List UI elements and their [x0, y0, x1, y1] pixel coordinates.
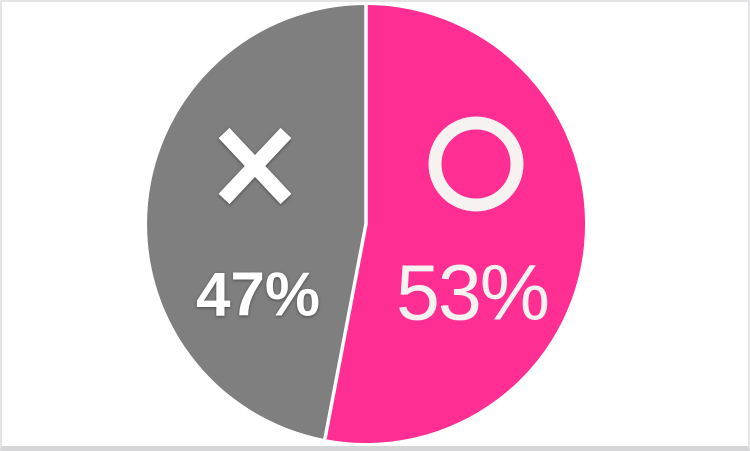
- circle-icon: [428, 116, 524, 212]
- pie-slice-cross-47: [147, 5, 366, 440]
- cross-percent-label: 47%: [196, 261, 320, 330]
- slice-divider-line: [323, 5, 368, 440]
- circle-percent-label: 53%: [396, 248, 548, 337]
- cross-icon-stroke-2: [218, 127, 292, 205]
- cross-icon: [218, 127, 292, 205]
- pie-slice-circle-53: [324, 4, 586, 443]
